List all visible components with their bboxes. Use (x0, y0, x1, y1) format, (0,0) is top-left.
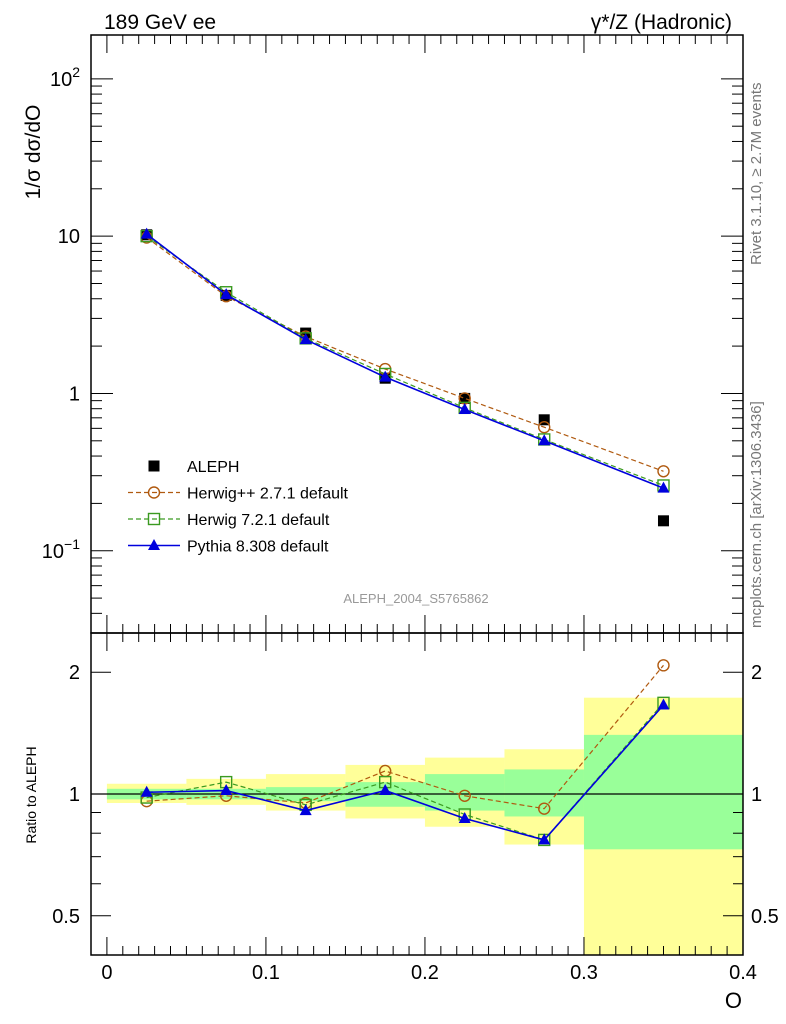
ratio-y-tick-label: 2 (69, 662, 80, 684)
legend-marker-data (148, 460, 160, 472)
uncertainty-band-inner (424, 774, 505, 811)
series-herwigpp (140, 231, 670, 478)
source-label: mcplots.cern.ch [arXiv:1306.3436] (748, 401, 765, 628)
legend-label-data: ALEPH (187, 459, 239, 476)
data-point-pythia (140, 785, 153, 797)
data-point-pythia (140, 227, 153, 239)
data-point-pythia (538, 833, 551, 845)
ratio-y-tick-label-right: 0.5 (751, 906, 779, 928)
data-point-pythia (379, 784, 392, 796)
data-point-data (538, 414, 550, 426)
data-point-pythia (458, 403, 471, 415)
data-point-pythia (220, 784, 233, 796)
legend-label-herwigpp: Herwig++ 2.7.1 default (187, 486, 349, 503)
data-point-pythia (220, 288, 233, 300)
data-point-herwigpp (538, 802, 551, 815)
data-point-herwigpp (538, 421, 551, 434)
data-point-pythia (379, 370, 392, 382)
series-pythia (140, 227, 670, 493)
data-point-pythia (538, 434, 551, 446)
data-point-pythia (299, 804, 312, 816)
y-tick-label: 102 (50, 64, 80, 91)
legend-marker-pythia (148, 539, 160, 550)
watermark-label: ALEPH_2004_S5765862 (343, 591, 488, 606)
data-point-pythia (657, 698, 670, 710)
data-point-pythia (657, 481, 670, 493)
legend: ALEPH Herwig++ 2.7.1 default Herwig 7.2.1 … (128, 459, 349, 556)
process-title: γ*/Z (Hadronic) (591, 11, 732, 34)
series-line-herwigpp (146, 237, 664, 472)
x-tick-label: 0.2 (411, 962, 439, 984)
energy-title: 189 GeV ee (104, 11, 216, 34)
ratio-y-axis-label: Ratio to ALEPH (23, 746, 39, 843)
x-tick-label: 0.3 (570, 962, 598, 984)
data-point-herwigpp (657, 465, 670, 478)
main-y-axis-label: 1/σ dσ/dO (22, 105, 45, 200)
ratio-panel: 0.5 0.5 1 1 2 2 0 0.1 0.2 0.3 0.4 Ratio to ALEPH O (23, 632, 779, 1013)
series-line-herwig7 (146, 235, 664, 487)
legend-label-herwig7: Herwig 7.2.1 default (187, 512, 330, 529)
data-point-pythia (458, 811, 471, 823)
series-herwig7 (140, 229, 670, 492)
series-line-herwigpp (146, 664, 664, 810)
rivet-version-label: Rivet 3.1.10, ≥ 2.7M events (748, 83, 765, 266)
ratio-y-tick-label: 1 (69, 784, 80, 806)
series-pythia (140, 698, 670, 845)
uncertainty-band-inner (583, 734, 743, 850)
data-point-herwigpp (458, 789, 471, 802)
data-point-herwigpp (657, 659, 670, 672)
data-point-data (459, 392, 471, 404)
y-tick-label: 1 (69, 383, 80, 405)
x-tick-label: 0.1 (252, 962, 280, 984)
x-tick-label: 0 (101, 962, 112, 984)
legend-marker-herwigpp (147, 486, 161, 499)
x-tick-label: 0.4 (729, 962, 757, 984)
y-tick-label: 10 (58, 226, 80, 248)
legend-marker-herwig7 (147, 512, 161, 526)
legend-label-pythia: Pythia 8.308 default (187, 539, 329, 556)
series-line-pythia (146, 233, 664, 489)
y-tick-label: 10−1 (42, 536, 80, 563)
series-data (141, 229, 669, 527)
series-line-herwig7 (146, 702, 664, 841)
ratio-y-tick-label-right: 1 (751, 784, 762, 806)
data-point-pythia (299, 333, 312, 345)
ratio-y-tick-label-right: 2 (751, 662, 762, 684)
ratio-y-tick-label: 0.5 (52, 906, 80, 928)
data-point-data (657, 515, 669, 527)
x-axis-label: O (725, 988, 742, 1013)
